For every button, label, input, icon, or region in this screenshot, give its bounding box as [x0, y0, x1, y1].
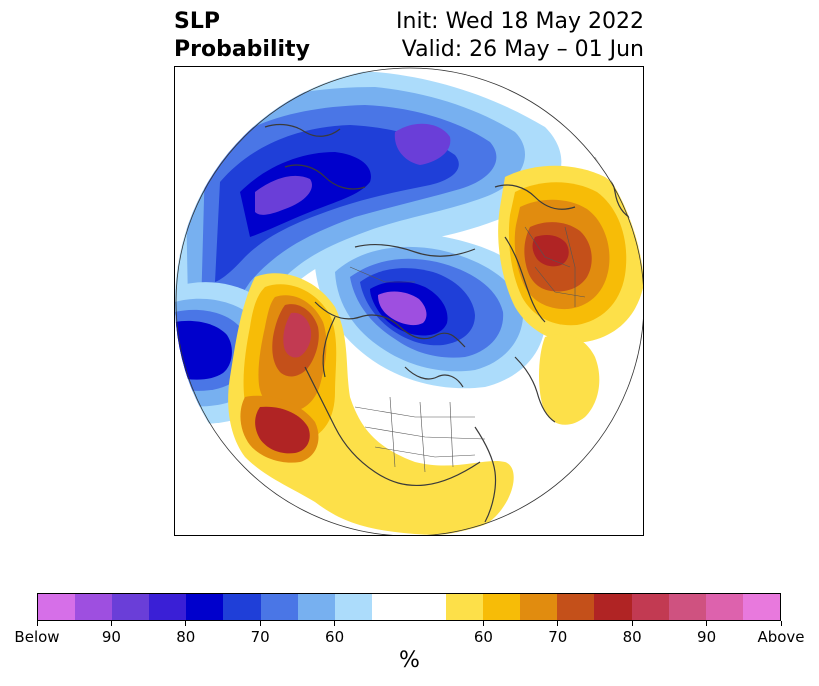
colorbar-segment [594, 594, 632, 620]
colorbar-segment [631, 594, 669, 620]
colorbar-segment [446, 594, 484, 620]
contour-p4 [215, 125, 459, 282]
title-line-2: Probability [174, 37, 310, 62]
below-normal-canada [315, 233, 546, 389]
colorbar-segment [557, 594, 595, 620]
colorbar-segment [186, 594, 224, 620]
tick-mark [780, 621, 782, 626]
map-svg [175, 67, 643, 535]
title-line-1: SLP [174, 9, 220, 34]
below-normal-pacific [175, 71, 562, 457]
colorbar-segment [112, 594, 150, 620]
chart-title: SLP Probability [174, 8, 310, 64]
tick-mark [482, 621, 484, 626]
tick-label: 70 [250, 628, 270, 646]
tick-mark [185, 621, 187, 626]
colorbar-segment [371, 594, 409, 620]
coastlines [264, 123, 634, 523]
colorbar-segment [223, 594, 261, 620]
colorbar-segment [38, 594, 76, 620]
tick-label: 60 [325, 628, 345, 646]
colorbar [37, 593, 781, 621]
country-borders [349, 226, 586, 473]
colorbar-ticks [36, 621, 782, 631]
colorbar-segment [705, 594, 743, 620]
valid-date: Valid: 26 May – 01 Jun [401, 37, 644, 62]
init-date: Init: Wed 18 May 2022 [396, 9, 644, 34]
tick-label: 70 [548, 628, 568, 646]
contour-w4 [175, 320, 232, 380]
tick-label: Above [757, 628, 805, 646]
probability-field [175, 67, 643, 535]
tick-label: 60 [473, 628, 493, 646]
above-normal-tongue [539, 333, 600, 425]
colorbar-segment [408, 594, 447, 620]
tick-mark [631, 621, 633, 626]
colorbar-segment [149, 594, 187, 620]
tick-label: Below [14, 628, 60, 646]
contour-e5 [532, 235, 569, 267]
tick-mark [706, 621, 708, 626]
tick-mark [557, 621, 559, 626]
tick-label: 90 [101, 628, 121, 646]
contour-a5 [283, 312, 312, 358]
above-normal-atlantic [228, 273, 514, 535]
colorbar-segment [334, 594, 372, 620]
colorbar-segment [668, 594, 706, 620]
contour-t1 [539, 333, 600, 425]
colorbar-segment [75, 594, 113, 620]
tick-mark [36, 621, 38, 626]
map-boundary [175, 67, 643, 535]
tick-label: 80 [622, 628, 642, 646]
date-info: Init: Wed 18 May 2022 Valid: 26 May – 01… [396, 8, 644, 64]
colorbar-segment [483, 594, 521, 620]
colorbar-segment [742, 594, 780, 620]
contour-p6 [255, 175, 313, 215]
contour-a7 [255, 406, 310, 454]
colorbar-segment [260, 594, 298, 620]
contour-p7 [394, 123, 451, 165]
tick-mark [110, 621, 112, 626]
colorbar-segment [520, 594, 558, 620]
colorbar-unit: % [399, 648, 420, 673]
polar-map [174, 66, 644, 536]
contour-c6 [378, 291, 427, 326]
tick-mark [334, 621, 336, 626]
tick-mark [259, 621, 261, 626]
tick-label: 90 [697, 628, 717, 646]
tick-label: 80 [176, 628, 196, 646]
colorbar-segment [297, 594, 335, 620]
